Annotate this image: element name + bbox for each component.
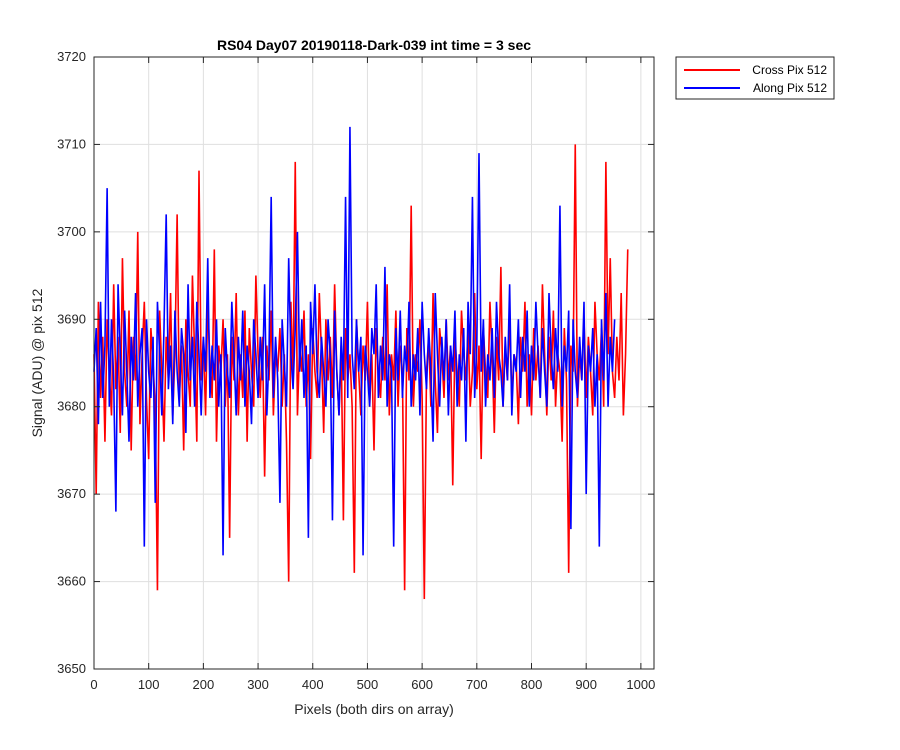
x-tick-label: 0 (90, 677, 97, 692)
x-tick-label: 700 (466, 677, 488, 692)
x-tick-label: 900 (575, 677, 597, 692)
series-line-along-pix (93, 126, 616, 556)
plot-frame (93, 56, 655, 670)
y-tick-label: 3720 (57, 49, 86, 64)
x-axis: 0 100 200 300 400 500 600 700 800 900 1000 (90, 57, 655, 692)
x-tick-label: 400 (302, 677, 324, 692)
y-tick-label: 3670 (57, 486, 86, 501)
y-tick-label: 3700 (57, 224, 86, 239)
x-axis-title: Pixels (both dirs on array) (294, 701, 454, 717)
legend: Cross Pix 512 Along Pix 512 (675, 56, 835, 100)
y-tick-label: 3690 (57, 311, 86, 326)
x-tick-label: 200 (193, 677, 215, 692)
series-layer (93, 126, 629, 600)
x-tick-label: 1000 (626, 677, 655, 692)
y-axis: 3650 3660 3670 3680 3690 3700 3710 3720 (57, 49, 654, 676)
x-tick-label: 500 (357, 677, 379, 692)
chart-title: RS04 Day07 20190118-Dark-039 int time = … (217, 37, 531, 53)
y-tick-label: 3710 (57, 136, 86, 151)
x-tick-label: 300 (247, 677, 269, 692)
x-tick-label: 800 (521, 677, 543, 692)
x-tick-label: 600 (411, 677, 433, 692)
x-tick-label: 100 (138, 677, 160, 692)
legend-box (675, 56, 835, 100)
y-axis-title: Signal (ADU) @ pix 512 (29, 288, 45, 437)
legend-label-cross: Cross Pix 512 (752, 63, 827, 77)
y-tick-label: 3650 (57, 661, 86, 676)
y-tick-label: 3660 (57, 574, 86, 589)
y-tick-label: 3680 (57, 399, 86, 414)
legend-label-along: Along Pix 512 (753, 81, 827, 95)
